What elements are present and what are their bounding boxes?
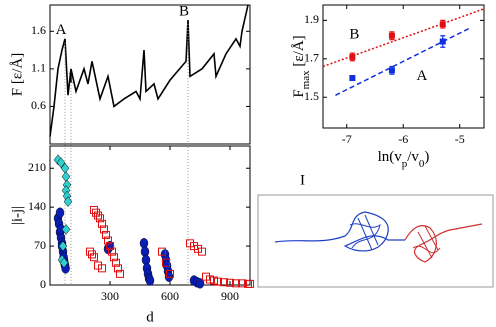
- point: [112, 258, 120, 267]
- point: [214, 277, 222, 286]
- annotation: B: [179, 3, 189, 19]
- x-axis-label-part: 0: [419, 158, 425, 170]
- point: [349, 75, 356, 82]
- protein-blue-fold: [349, 214, 381, 251]
- y-axis-label-part: [ε/Å]: [291, 35, 307, 70]
- point: [56, 157, 66, 169]
- point: [439, 38, 446, 45]
- point: [58, 240, 68, 252]
- x-tick-label: 900: [221, 289, 239, 303]
- y-tick-label: 210: [28, 160, 46, 174]
- plot-frame: [322, 4, 485, 129]
- plot-frame: [49, 4, 251, 145]
- series-label: A: [416, 68, 427, 84]
- y-axis-label: F [ε/Å]: [9, 53, 25, 96]
- point: [116, 269, 124, 278]
- point: [88, 250, 96, 259]
- point: [100, 225, 108, 234]
- point: [166, 269, 174, 278]
- plot-frame: [49, 145, 251, 286]
- y-axis-label-part: F: [291, 89, 307, 97]
- point: [246, 279, 254, 288]
- point: [96, 214, 104, 223]
- fit-line: [322, 8, 485, 68]
- point: [162, 258, 170, 267]
- x-tick-label: -5: [455, 132, 465, 146]
- y-axis-label-part: max: [300, 70, 312, 89]
- annotation: A: [56, 22, 67, 38]
- point: [145, 275, 155, 286]
- point: [102, 230, 110, 239]
- point: [98, 264, 106, 273]
- x-axis-label-part: ln(v: [378, 149, 403, 165]
- inset-label: I: [300, 172, 305, 188]
- y-tick-label: 0.6: [31, 98, 46, 112]
- x-axis-label-part: p: [402, 158, 408, 170]
- point: [61, 171, 71, 182]
- point: [114, 264, 122, 273]
- y-tick-label: 1.6: [31, 23, 46, 37]
- x-tick-label: -7: [342, 132, 352, 146]
- point: [94, 211, 102, 220]
- point: [158, 247, 166, 256]
- point: [232, 279, 240, 288]
- protein-blue: [274, 211, 405, 252]
- point: [226, 278, 234, 287]
- y-tick-label: 1.5: [304, 89, 319, 103]
- point: [110, 253, 118, 262]
- point: [55, 207, 65, 218]
- x-tick-label: -6: [398, 132, 408, 146]
- series-label: B: [349, 26, 359, 42]
- line: [49, 4, 249, 137]
- y-axis-label: |i-j|: [9, 206, 25, 225]
- point: [388, 32, 395, 39]
- point: [108, 247, 116, 256]
- protein-red: [404, 223, 483, 263]
- point: [104, 236, 112, 245]
- x-axis-label: ln(vp/v0): [378, 149, 430, 169]
- y-tick-label: 1.7: [304, 51, 319, 65]
- point: [106, 242, 114, 251]
- point: [388, 67, 395, 74]
- y-tick-label: 0: [40, 277, 46, 291]
- point: [63, 196, 73, 208]
- point: [349, 53, 356, 60]
- x-axis-label: d: [146, 309, 154, 325]
- point: [238, 279, 246, 288]
- y-tick-label: 1.9: [304, 12, 319, 26]
- protein-red-fold: [412, 225, 441, 259]
- point: [220, 278, 228, 287]
- x-tick-label: 600: [161, 289, 179, 303]
- x-axis-label-part: /v: [407, 149, 419, 165]
- point: [439, 21, 446, 28]
- point: [90, 253, 98, 262]
- fit-line: [335, 27, 471, 96]
- point: [61, 223, 71, 235]
- point: [198, 247, 206, 256]
- point: [98, 219, 106, 228]
- y-tick-label: 70: [34, 238, 46, 252]
- point: [195, 278, 205, 289]
- y-tick-label: 1.1: [31, 61, 46, 75]
- x-tick-label: 300: [101, 289, 119, 303]
- annotation: I: [69, 70, 74, 86]
- point: [59, 257, 69, 269]
- x-axis-label-part: ): [424, 149, 429, 165]
- y-tick-label: 140: [28, 199, 46, 213]
- y-axis-label: Fmax [ε/Å]: [291, 35, 311, 97]
